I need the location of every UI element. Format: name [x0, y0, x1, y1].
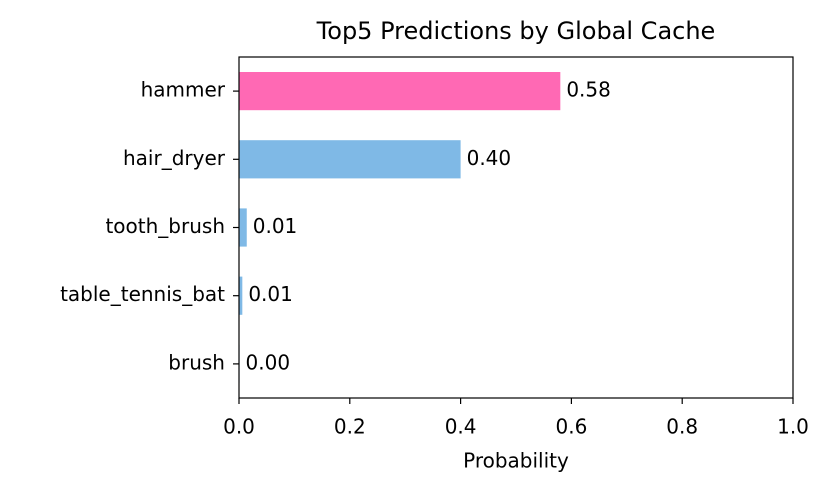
- x-tick-label: 0.4: [445, 415, 477, 439]
- x-axis-label: Probability: [463, 449, 569, 473]
- plot-frame: [238, 56, 794, 399]
- value-label: 0.40: [467, 146, 512, 170]
- chart-title: Top5 Predictions by Global Cache: [316, 17, 716, 45]
- bar: [239, 140, 461, 179]
- x-tick-label: 0.0: [223, 415, 255, 439]
- value-label: 0.01: [248, 282, 293, 306]
- value-label: 0.58: [566, 78, 611, 102]
- x-tick-label: 0.2: [334, 415, 366, 439]
- y-tick-label: hammer: [141, 78, 226, 102]
- x-tick-label: 0.8: [666, 415, 698, 439]
- value-label: 0.01: [253, 214, 298, 238]
- bar: [239, 72, 561, 111]
- x-tick-label: 1.0: [777, 415, 809, 439]
- bar: [239, 276, 243, 315]
- value-label: 0.00: [246, 350, 291, 374]
- y-tick-label: hair_dryer: [123, 146, 226, 170]
- x-tick-label: 0.6: [555, 415, 587, 439]
- y-tick-label: tooth_brush: [105, 214, 225, 238]
- bar: [239, 208, 247, 247]
- y-tick-label: table_tennis_bat: [60, 282, 225, 306]
- y-tick-label: brush: [168, 350, 225, 374]
